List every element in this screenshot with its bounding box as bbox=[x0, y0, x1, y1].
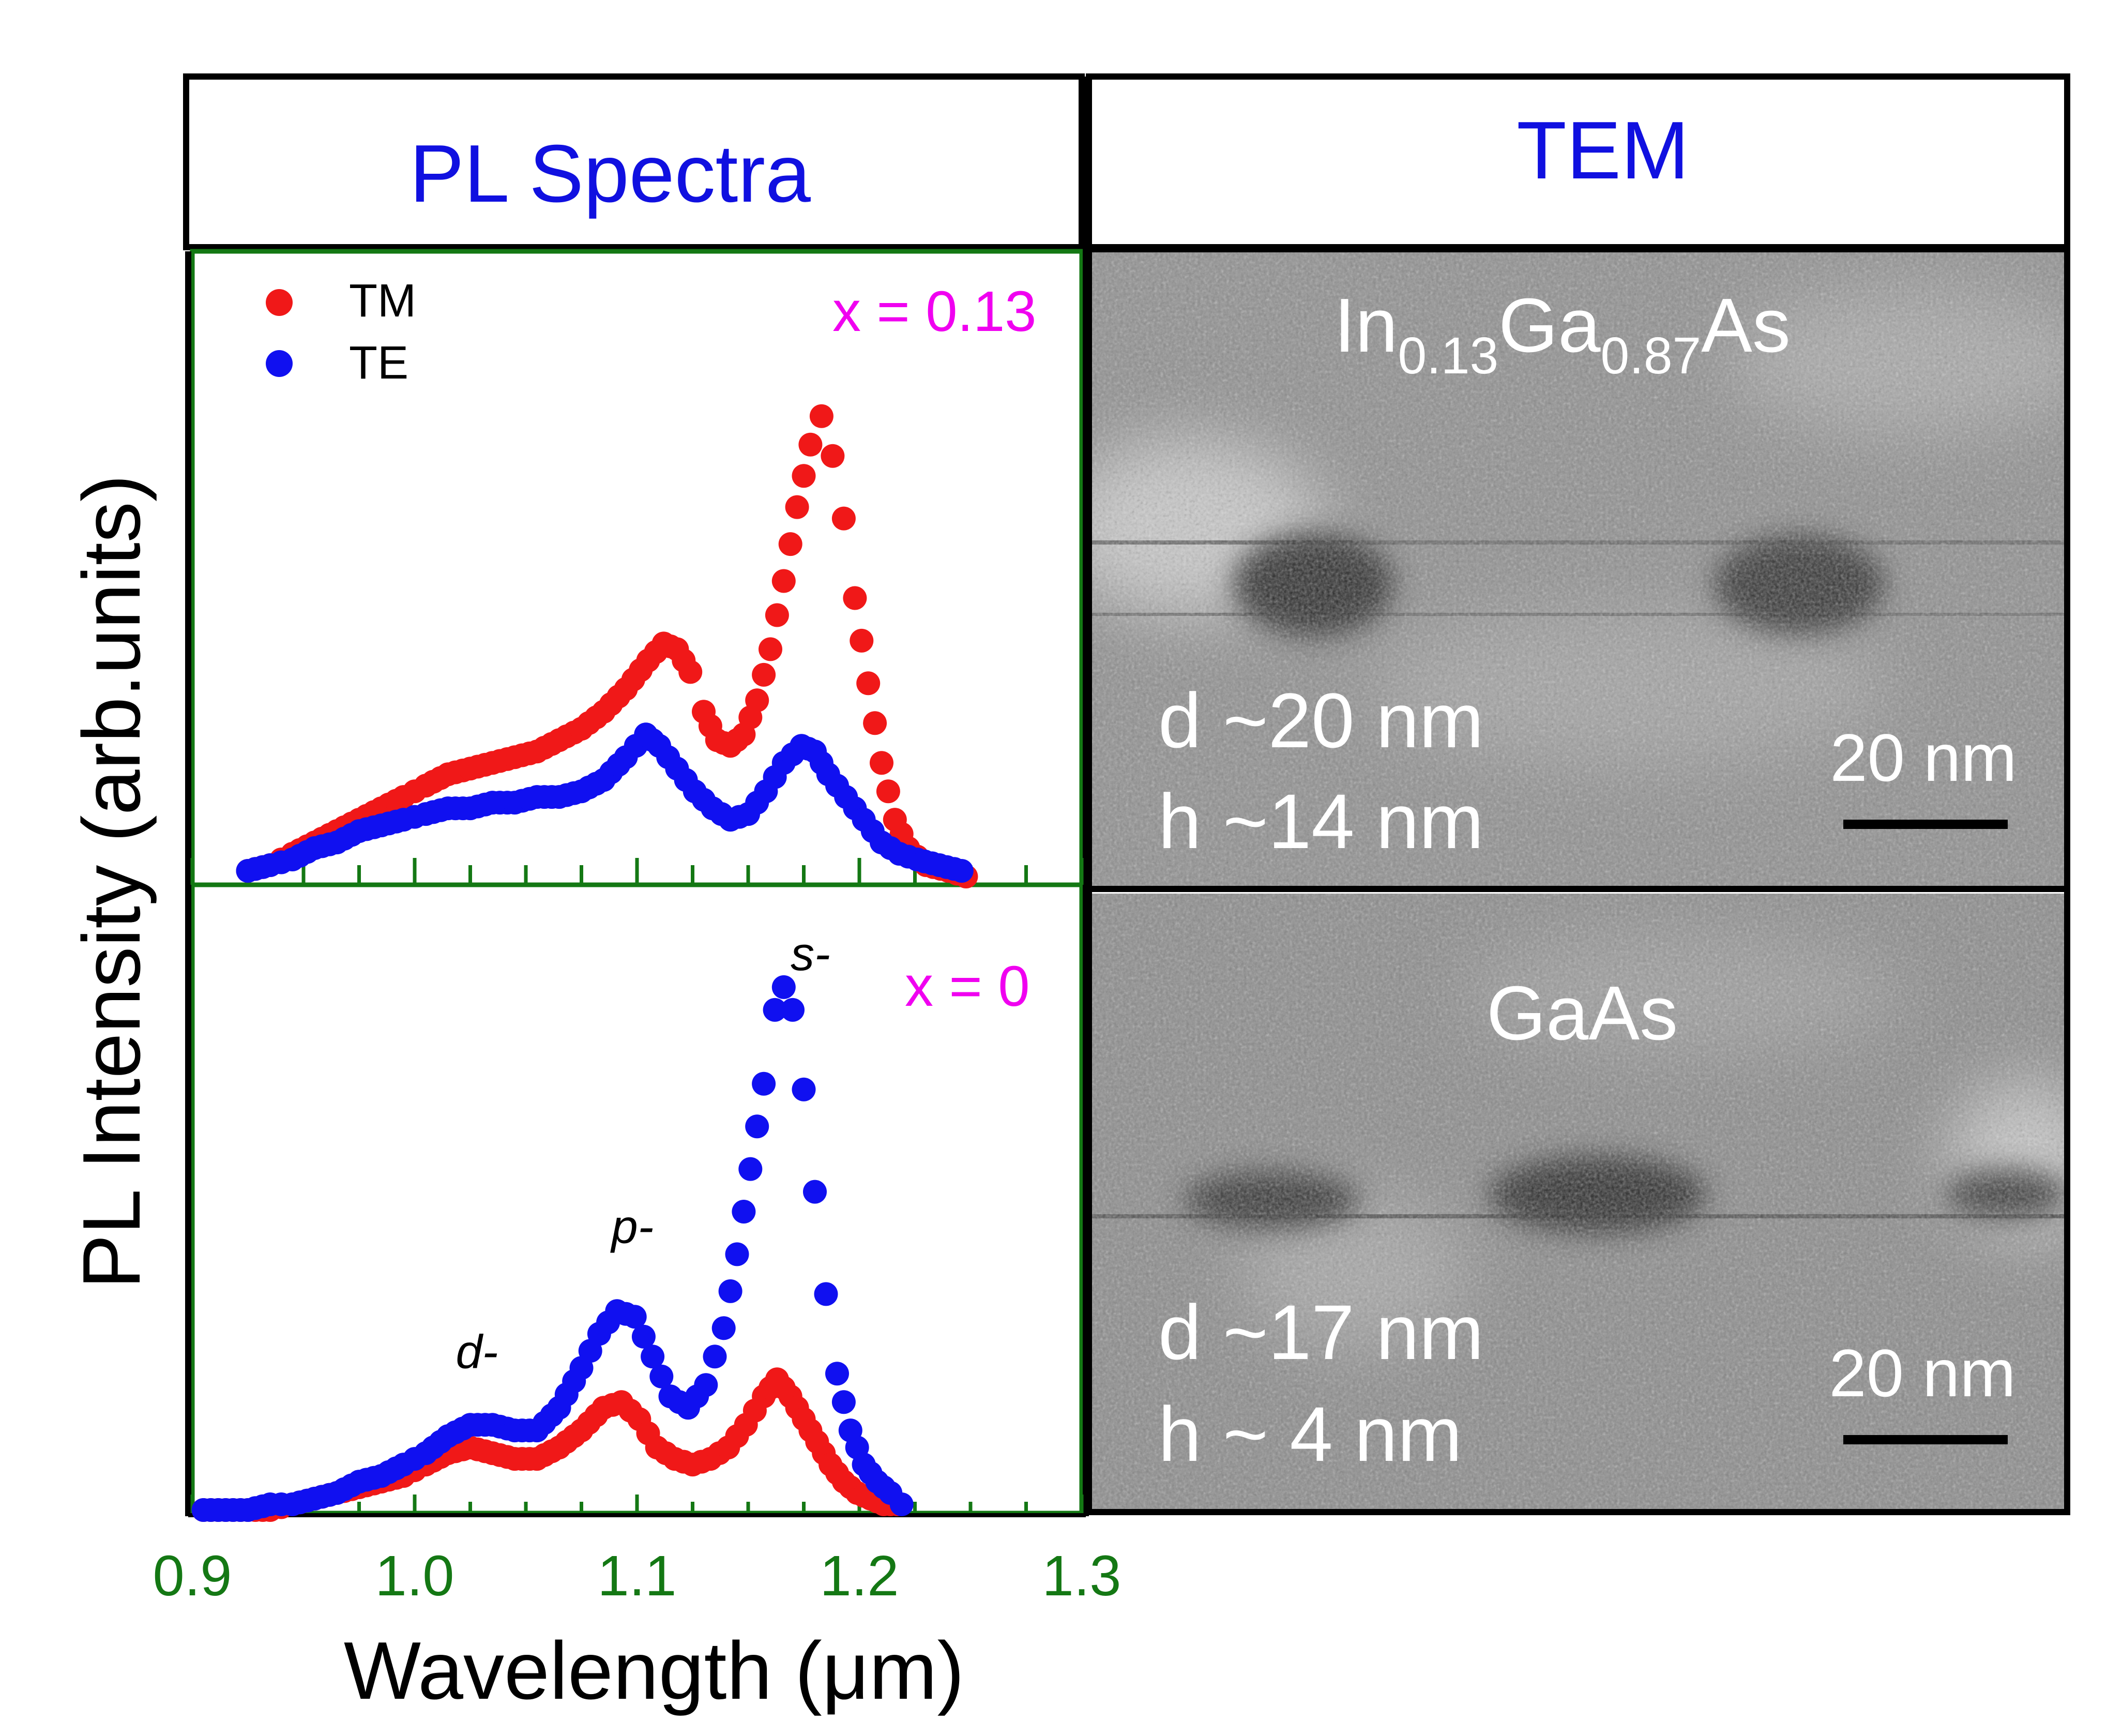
data-point-te bbox=[763, 998, 787, 1022]
scale-bar-top bbox=[1843, 820, 2008, 829]
data-point-te bbox=[792, 1077, 816, 1101]
y-axis-label: PL Intensity (arb.units) bbox=[66, 475, 157, 1289]
data-point-tm bbox=[785, 495, 809, 519]
data-point-te bbox=[831, 1390, 856, 1414]
data-point-te bbox=[694, 1373, 718, 1397]
tem-material-top: In0.13Ga0.87As bbox=[1334, 283, 1791, 385]
legend: TM TE bbox=[266, 275, 416, 389]
legend-marker-te bbox=[266, 350, 293, 377]
legend-label-te: TE bbox=[349, 337, 408, 389]
data-point-te bbox=[631, 1324, 656, 1349]
header-pl-spectra: PL Spectra bbox=[410, 128, 811, 219]
data-point-te bbox=[781, 998, 805, 1022]
tem-labels-bottom: GaAs d ~17 nm h ~ 4 nm 20 nm bbox=[1158, 971, 2016, 1477]
data-point-tm bbox=[821, 444, 845, 468]
peak-labels: d-p-s- bbox=[456, 928, 830, 1378]
data-point-te bbox=[649, 1364, 674, 1388]
data-point-te bbox=[949, 859, 974, 883]
x-tick-label: 1.1 bbox=[598, 1544, 677, 1608]
data-point-te bbox=[703, 1345, 727, 1369]
data-point-tm bbox=[798, 432, 823, 457]
data-point-tm bbox=[831, 506, 856, 531]
x-tick-label: 1.3 bbox=[1042, 1544, 1121, 1608]
scale-bar-bottom bbox=[1843, 1435, 2008, 1444]
header-tem: TEM bbox=[1517, 105, 1689, 196]
data-point-te bbox=[732, 1200, 756, 1224]
data-point-tm bbox=[850, 628, 874, 653]
pl-chart: 0.9 1.0 1.1 1.2 1.3 TM TE x = 0.13 x = 0 d-p… bbox=[66, 77, 1121, 1716]
tem-labels-top: In0.13Ga0.87As d ~20 nm h ~14 nm 20 nm bbox=[1158, 283, 2017, 865]
data-point-te bbox=[803, 1180, 827, 1204]
x-tick-label: 1.0 bbox=[375, 1544, 454, 1608]
top-panel-series bbox=[236, 404, 978, 888]
tem-scale-label-bottom: 20 nm bbox=[1829, 1335, 2015, 1411]
peak-label: p- bbox=[610, 1200, 654, 1253]
legend-label-tm: TM bbox=[349, 275, 416, 327]
data-point-tm bbox=[771, 569, 796, 593]
data-point-tm bbox=[856, 671, 881, 696]
legend-marker-tm bbox=[266, 289, 293, 316]
data-point-tm bbox=[863, 711, 887, 735]
tem-d-top: d ~20 nm bbox=[1158, 677, 1484, 764]
x-tick-label: 0.9 bbox=[153, 1544, 232, 1608]
data-point-tm bbox=[792, 464, 816, 488]
tem-scale-label-top: 20 nm bbox=[1830, 720, 2017, 795]
tem-panel-top bbox=[1092, 252, 2064, 886]
data-point-tm bbox=[778, 532, 802, 556]
data-point-te bbox=[725, 1242, 749, 1266]
tem-panel-bottom bbox=[1092, 894, 2064, 1509]
data-point-te bbox=[711, 1316, 736, 1340]
data-point-tm bbox=[678, 660, 703, 684]
x-axis-tick-labels: 0.9 1.0 1.1 1.2 1.3 bbox=[153, 1544, 1121, 1608]
data-point-tm bbox=[759, 637, 782, 661]
data-point-te bbox=[814, 1282, 838, 1306]
header-box-left bbox=[183, 73, 1085, 250]
data-point-te bbox=[771, 975, 796, 999]
data-point-tm bbox=[745, 688, 769, 713]
data-point-tm bbox=[809, 404, 833, 428]
data-point-te bbox=[623, 1305, 647, 1329]
annotation-bottom: x = 0 bbox=[905, 955, 1030, 1018]
tem-h-top: h ~14 nm bbox=[1158, 778, 1484, 865]
data-point-tm bbox=[843, 586, 867, 610]
data-point-te bbox=[718, 1279, 742, 1303]
data-point-tm bbox=[752, 662, 776, 687]
tem-d-bottom: d ~17 nm bbox=[1158, 1289, 1484, 1376]
bottom-panel-series bbox=[191, 975, 914, 1522]
data-point-te bbox=[752, 1071, 776, 1096]
tem-material-bottom: GaAs bbox=[1487, 971, 1678, 1056]
data-point-te bbox=[825, 1362, 849, 1386]
peak-label: d- bbox=[456, 1325, 498, 1378]
data-point-tm bbox=[876, 779, 900, 804]
tem-h-bottom: h ~ 4 nm bbox=[1158, 1391, 1462, 1477]
annotation-top: x = 0.13 bbox=[832, 280, 1036, 343]
header-row: PL Spectra TEM bbox=[183, 73, 2070, 250]
x-tick-label: 1.2 bbox=[820, 1544, 899, 1608]
data-point-te bbox=[738, 1157, 763, 1181]
data-point-tm bbox=[765, 603, 789, 627]
data-point-te bbox=[641, 1345, 665, 1369]
header-box-right bbox=[1086, 73, 2070, 250]
data-point-tm bbox=[870, 751, 893, 775]
peak-label: s- bbox=[791, 928, 830, 980]
pl-frame-top bbox=[190, 249, 1084, 887]
data-point-te bbox=[745, 1114, 769, 1139]
x-axis-label: Wavelength (μm) bbox=[344, 1625, 964, 1716]
data-point-te bbox=[889, 1492, 914, 1516]
